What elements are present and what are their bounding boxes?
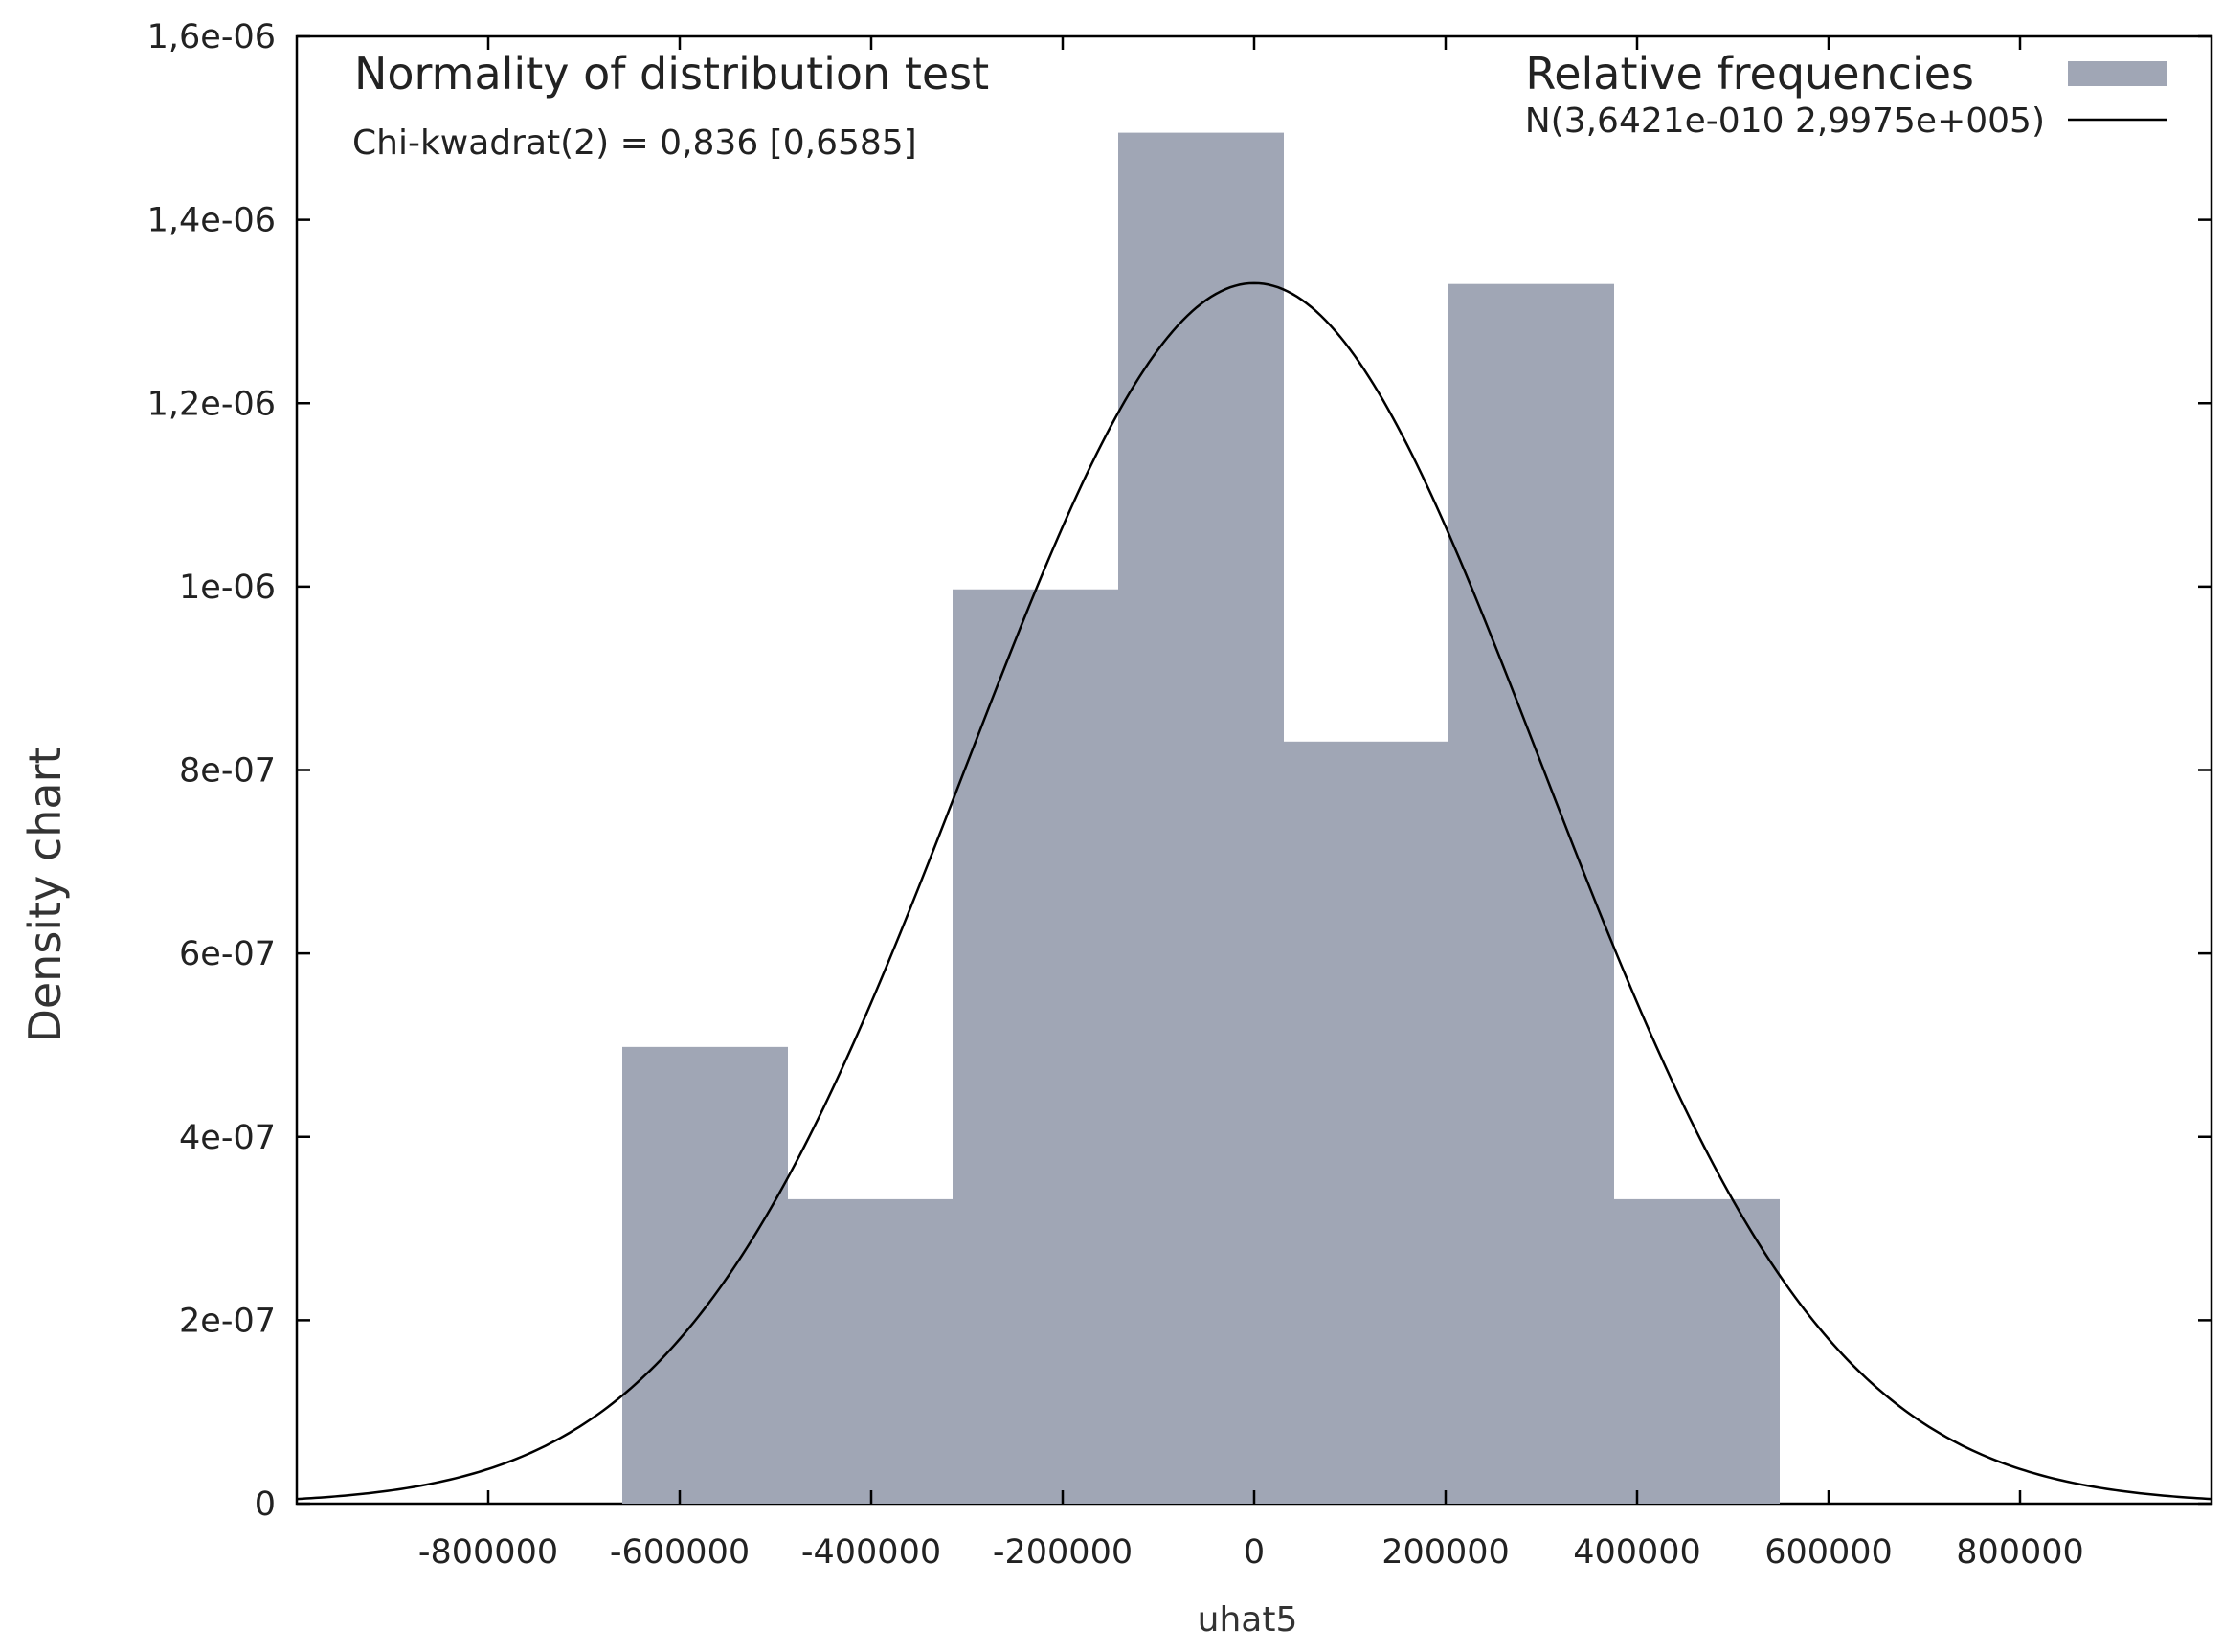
x-tick-label: 600000 [1764, 1533, 1893, 1572]
x-tick-label: 800000 [1956, 1533, 2084, 1572]
y-tick-label: 1,6e-06 [147, 18, 276, 56]
x-tick-label: 400000 [1573, 1533, 1701, 1572]
histogram-bar [622, 1046, 788, 1504]
normal-curve-layer [296, 281, 2212, 1501]
y-tick-label: 8e-07 [179, 752, 276, 791]
histogram-bar [788, 1198, 953, 1504]
chi-square-annotation: Chi-kwadrat(2) = 0,836 [0,6585] [352, 123, 917, 163]
legend-label-normal-curve: N(3,6421e-010 2,9975e+005) [1525, 101, 2045, 141]
legend: Relative frequencies N(3,6421e-010 2,997… [1525, 48, 2167, 141]
y-axis-label: Density chart [19, 747, 71, 1042]
histogram-bar [1448, 283, 1614, 1505]
y-tick-label: 4e-07 [179, 1119, 276, 1157]
x-tick-label: -200000 [993, 1533, 1133, 1572]
histogram-bars [622, 132, 1780, 1505]
y-tick-label: 2e-07 [179, 1302, 276, 1340]
histogram-bar [953, 589, 1118, 1504]
x-tick-label: 200000 [1381, 1533, 1510, 1572]
y-tick-label: 1e-06 [179, 569, 276, 607]
legend-swatch-relative-frequencies [2068, 61, 2167, 86]
y-tick-label: 6e-07 [179, 935, 276, 973]
histogram-bar [1118, 132, 1284, 1504]
axis-ticks: -800000 -600000 -400000 -200000 0 200000 40000… [147, 18, 2212, 1572]
histogram-bar [1284, 741, 1448, 1504]
y-tick-label: 1,4e-06 [147, 202, 276, 240]
y-tick-label: 1,2e-06 [147, 385, 276, 423]
x-tick-label: -400000 [801, 1533, 941, 1572]
legend-label-relative-frequencies: Relative frequencies [1525, 48, 1974, 100]
x-tick-label: 0 [1244, 1533, 1265, 1572]
y-tick-label: 0 [255, 1485, 276, 1524]
x-tick-label: -600000 [610, 1533, 750, 1572]
x-axis-label: uhat5 [1198, 1600, 1298, 1640]
chart-title: Normality of distribution test [354, 48, 989, 100]
x-tick-label: -800000 [418, 1533, 558, 1572]
normal-density-curve [296, 281, 2212, 1501]
histogram-bar [1614, 1198, 1780, 1504]
